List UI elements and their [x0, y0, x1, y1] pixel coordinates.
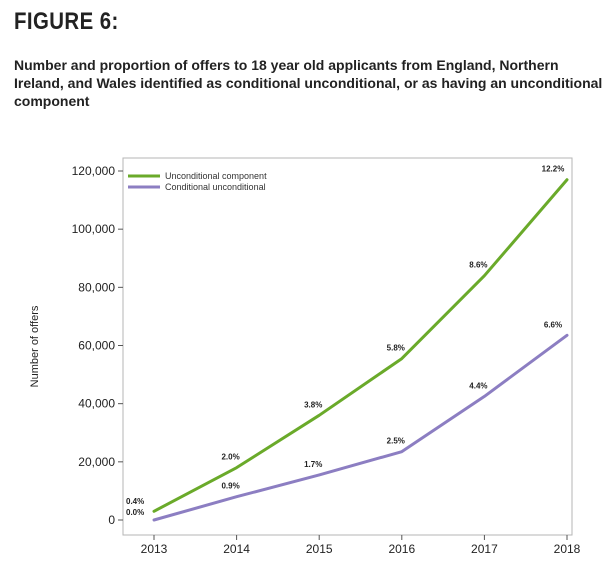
data-label: 2.5% [387, 437, 405, 446]
legend-label: Unconditional component [165, 171, 267, 181]
figure-label: FIGURE 6: [14, 8, 119, 35]
data-label: 0.9% [221, 482, 239, 491]
series-line-unconditional-component [152, 178, 569, 513]
data-label: 12.2% [542, 165, 565, 174]
data-label: 0.0% [126, 508, 144, 517]
x-tick-label: 2018 [554, 542, 581, 556]
x-tick-label: 2013 [141, 542, 168, 556]
chart-series [152, 178, 569, 522]
chart-axes: 0 20,000 40,000 60,000 80,000 100,000 120,000 2… [29, 157, 581, 556]
chart-data-labels: 0.4% 2.0% 3.8% 5.8% 8.6% 12.2% 0.0% 0.9% 1.7% 2.5… [126, 165, 564, 517]
x-tick-label: 2017 [471, 542, 498, 556]
x-tick-label: 2016 [388, 542, 415, 556]
figure-title: Number and proportion of offers to 18 ye… [14, 57, 603, 109]
y-tick-label: 80,000 [78, 280, 115, 294]
series-line-conditional-unconditional [152, 333, 569, 522]
data-label: 8.6% [469, 261, 487, 270]
y-tick-label: 60,000 [78, 339, 115, 353]
data-label: 4.4% [469, 381, 487, 390]
y-tick-label: 120,000 [72, 164, 116, 178]
data-label: 6.6% [544, 320, 562, 329]
x-tick-label: 2015 [306, 542, 333, 556]
data-label: 0.4% [126, 497, 144, 506]
y-tick-label: 100,000 [72, 222, 116, 236]
y-axis-title: Number of offers [29, 305, 41, 387]
y-tick-label: 0 [108, 513, 115, 527]
data-label: 1.7% [304, 460, 322, 469]
legend-label: Conditional unconditional [165, 182, 266, 192]
data-label: 3.8% [304, 400, 322, 409]
data-label: 2.0% [221, 453, 239, 462]
y-tick-label: 20,000 [78, 455, 115, 469]
data-label: 5.8% [387, 344, 405, 353]
x-tick-label: 2014 [223, 542, 250, 556]
y-tick-label: 40,000 [78, 397, 115, 411]
plot-frame [122, 157, 573, 536]
